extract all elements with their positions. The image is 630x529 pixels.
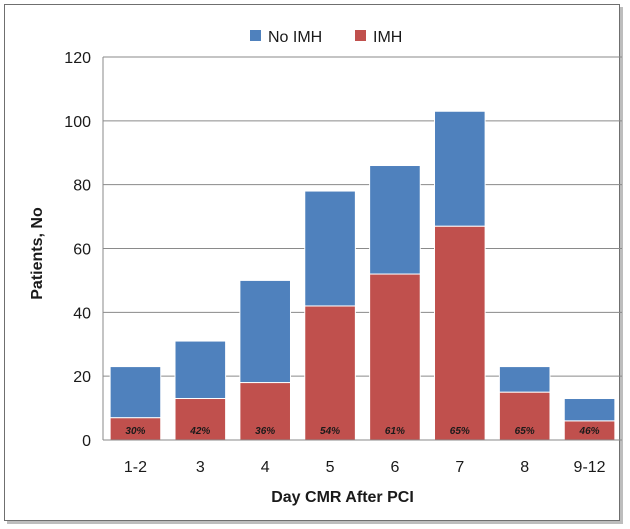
legend-swatch-no-imh <box>250 30 261 41</box>
bar-percent-label: 42% <box>189 426 210 437</box>
bar-percent-label: 46% <box>579 426 600 437</box>
bar-percent-label: 54% <box>320 426 340 437</box>
y-tick-label: 80 <box>73 178 91 195</box>
legend-label-no-imh: No IMH <box>268 29 322 46</box>
bar-imh-6 <box>369 273 421 441</box>
bar-imh-5 <box>304 305 356 441</box>
bars: 30% 42% 36% 54% 61% 65% 65% 46% <box>109 110 616 441</box>
bar-no-imh-9-12 <box>563 398 616 422</box>
y-tick-label: 20 <box>73 369 91 386</box>
y-tick-label: 40 <box>73 305 91 322</box>
bar-percent-label: 61% <box>385 426 405 437</box>
x-tick-label: 1-2 <box>124 459 147 476</box>
x-tick-label: 5 <box>326 459 335 476</box>
grid-lines <box>103 56 622 377</box>
y-tick-label: 0 <box>82 433 91 450</box>
bar-imh-7 <box>434 225 486 441</box>
x-tick-label: 6 <box>390 459 399 476</box>
legend-swatch-imh <box>355 30 366 41</box>
bar-percent-label: 30% <box>125 426 145 437</box>
y-tick-label: 100 <box>64 114 91 131</box>
x-axis-title: Day CMR After PCI <box>271 489 414 506</box>
y-axis-title: Patients, No <box>29 207 46 300</box>
bar-no-imh-7 <box>434 110 486 227</box>
bar-percent-label: 65% <box>450 426 470 437</box>
bar-percent-label: 65% <box>515 426 535 437</box>
bar-no-imh-3 <box>174 340 227 400</box>
x-tick-label: 4 <box>261 459 270 476</box>
x-tick-label: 7 <box>455 459 464 476</box>
bar-no-imh-4 <box>239 279 291 384</box>
axes: 0 20 40 60 80 100 120 1-2 3 4 5 6 7 8 9-12 <box>64 50 622 476</box>
x-tick-label: 8 <box>520 459 529 476</box>
bar-no-imh-8 <box>498 366 551 393</box>
y-tick-label: 120 <box>64 50 91 67</box>
bar-percent-label: 36% <box>255 426 275 437</box>
legend: No IMH IMH <box>250 29 402 46</box>
x-tick-label: 9-12 <box>574 459 606 476</box>
y-tick-label: 60 <box>73 242 91 259</box>
bar-no-imh-1-2 <box>109 366 162 419</box>
legend-label-imh: IMH <box>373 29 402 46</box>
bar-no-imh-5 <box>304 190 356 307</box>
x-tick-label: 3 <box>196 459 205 476</box>
bar-no-imh-6 <box>369 165 421 275</box>
